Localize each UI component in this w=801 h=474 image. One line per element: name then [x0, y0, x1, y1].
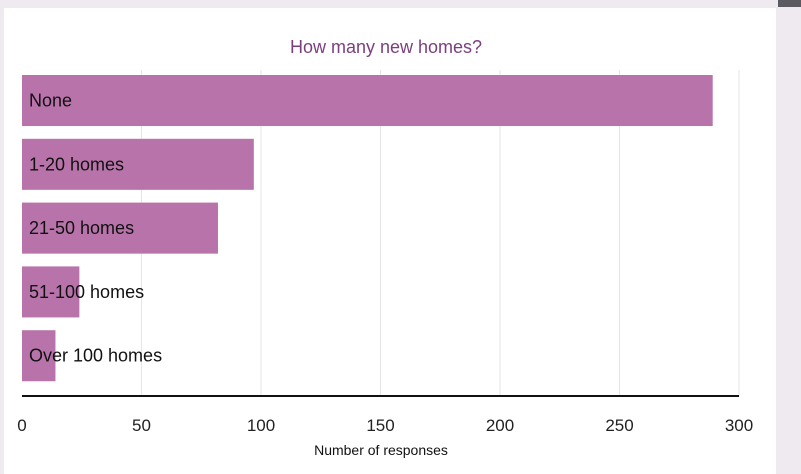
bar [22, 202, 218, 254]
bar [22, 75, 713, 127]
x-tick-label: 0 [17, 416, 26, 435]
bar-category-label: 21-50 homes [29, 218, 134, 238]
window-corner [778, 0, 801, 7]
x-tick-labels: 0 50 100 150 200 250 300 [17, 416, 753, 435]
x-tick-label: 300 [725, 416, 753, 435]
bar-category-label: 1-20 homes [29, 154, 124, 174]
x-tick-label: 250 [605, 416, 633, 435]
x-tick-label: 150 [366, 416, 394, 435]
bar-category-label: 51-100 homes [29, 282, 144, 302]
bars: None 1-20 homes 21-50 homes 51-100 homes Ove… [22, 75, 713, 382]
x-axis-title: Number of responses [314, 442, 448, 458]
x-tick-label: 50 [132, 416, 151, 435]
bar [22, 138, 254, 190]
chart-title: How many new homes? [290, 37, 482, 57]
x-tick-label: 100 [247, 416, 275, 435]
bar [22, 330, 56, 382]
bar [22, 266, 80, 318]
bar-category-label: None [29, 91, 72, 111]
x-tick-label: 200 [486, 416, 514, 435]
bar-category-label: Over 100 homes [29, 346, 162, 366]
